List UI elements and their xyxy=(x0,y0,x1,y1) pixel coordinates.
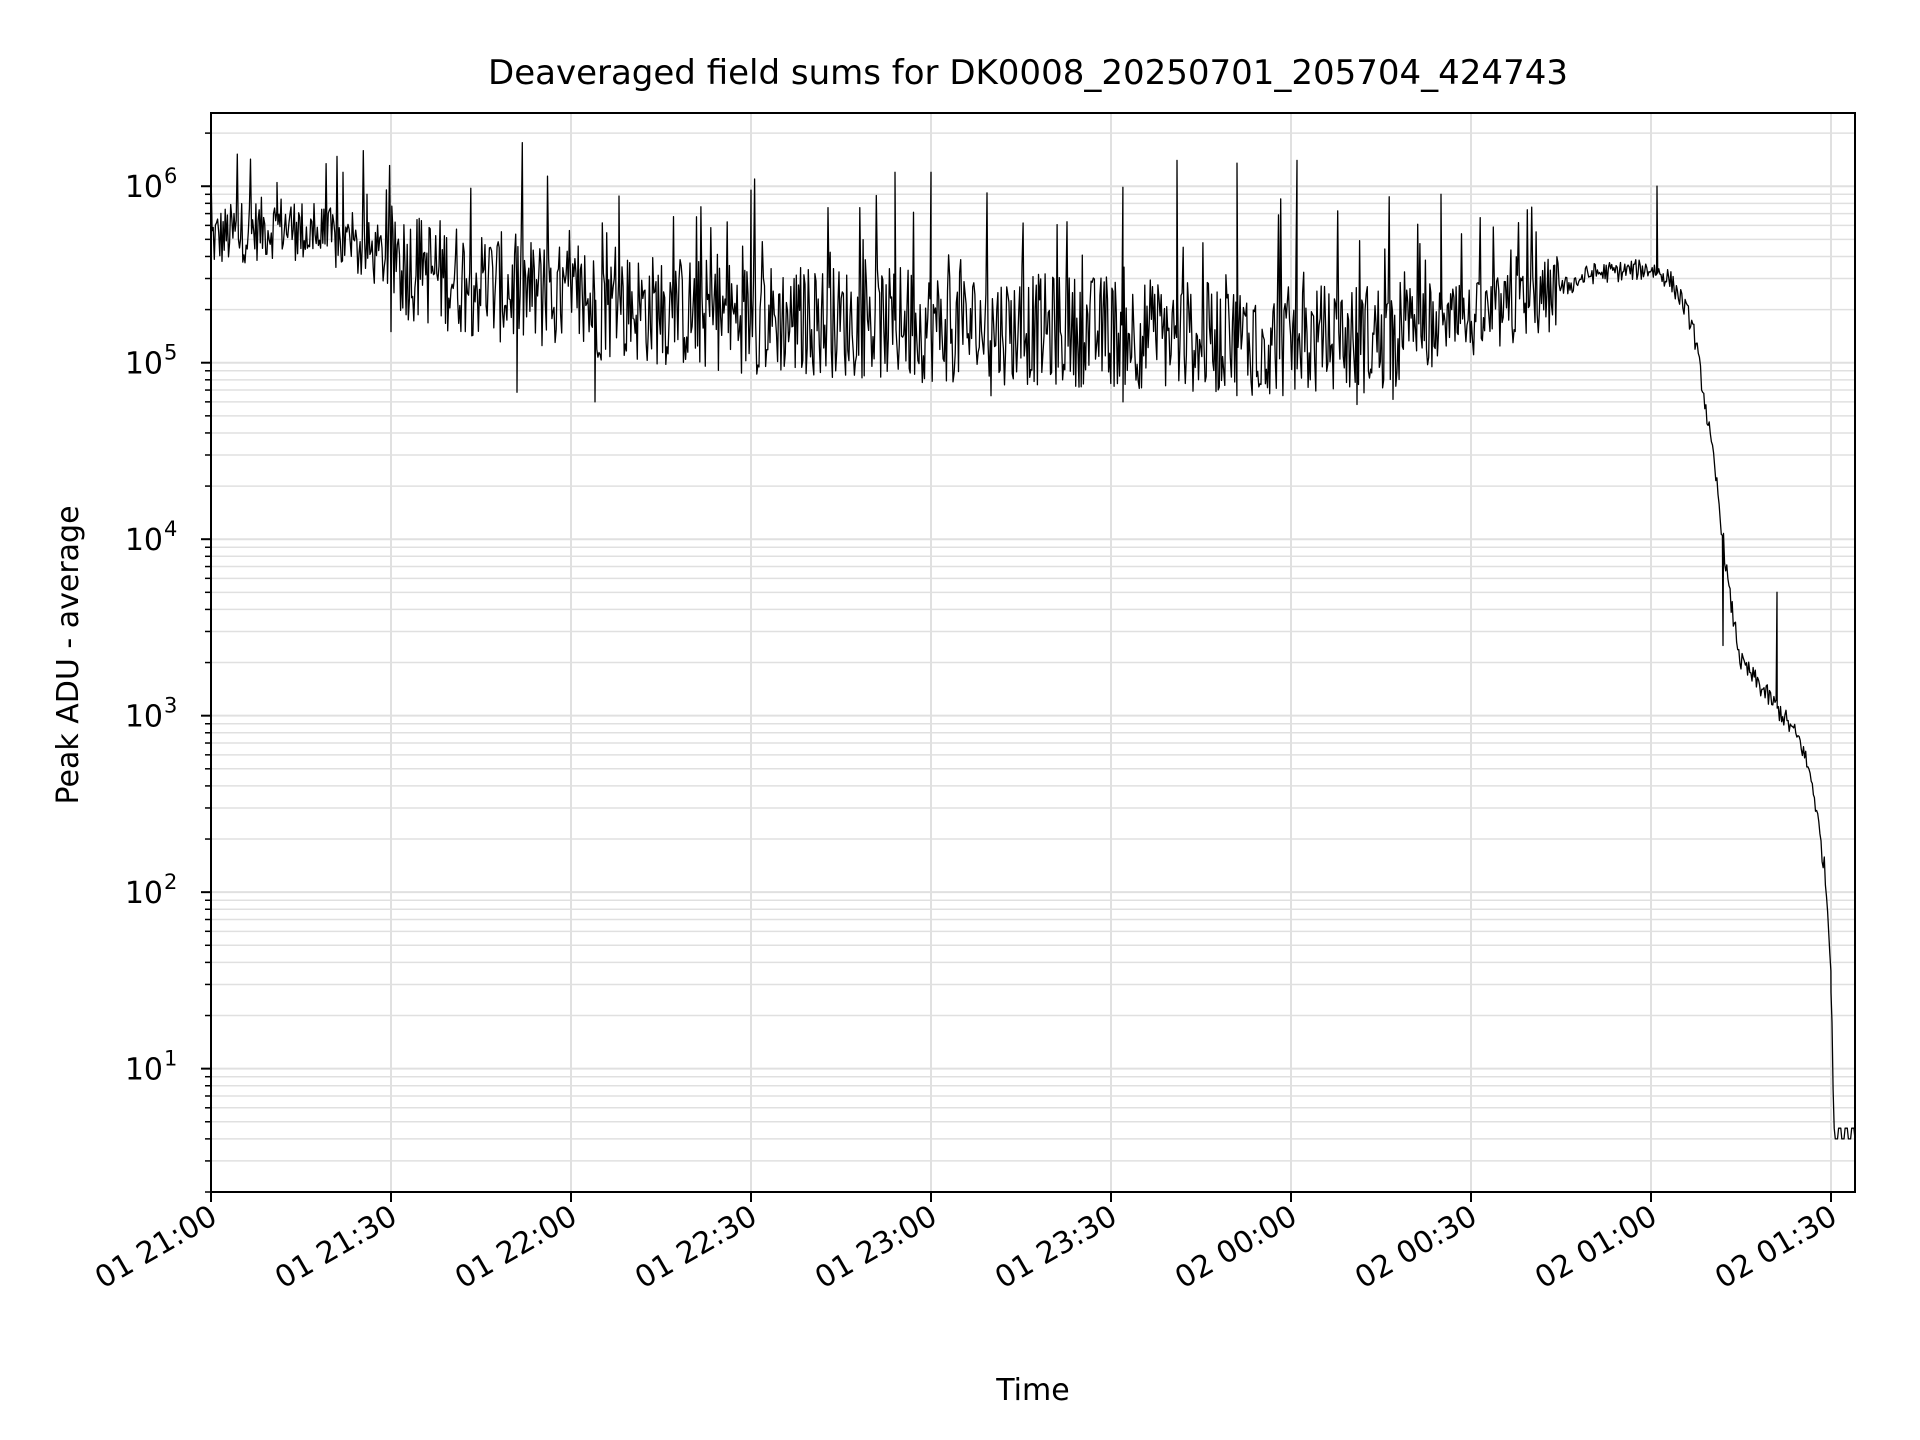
chart-title: Deaveraged field sums for DK0008_2025070… xyxy=(488,53,1568,93)
y-tick-label: 10 xyxy=(125,1053,163,1088)
y-tick-label: 10 xyxy=(125,523,163,558)
series-line xyxy=(211,142,1855,1140)
plot-frame xyxy=(210,112,1856,1193)
y-tick-label: 10 xyxy=(125,347,163,382)
y-tick-exponent: 5 xyxy=(164,341,177,365)
y-axis-label: Peak ADU - average xyxy=(51,505,86,804)
y-tick-exponent: 4 xyxy=(164,517,177,541)
x-axis-label: Time xyxy=(995,1373,1069,1408)
y-tick-exponent: 6 xyxy=(164,164,177,188)
y-tick-label: 10 xyxy=(125,876,163,911)
y-tick-exponent: 1 xyxy=(164,1047,177,1071)
y-tick-exponent: 2 xyxy=(164,870,177,894)
series-group xyxy=(211,142,1855,1140)
y-tick-label: 10 xyxy=(125,170,163,205)
y-tick-exponent: 3 xyxy=(164,694,177,718)
y-tick-label: 10 xyxy=(125,700,163,735)
